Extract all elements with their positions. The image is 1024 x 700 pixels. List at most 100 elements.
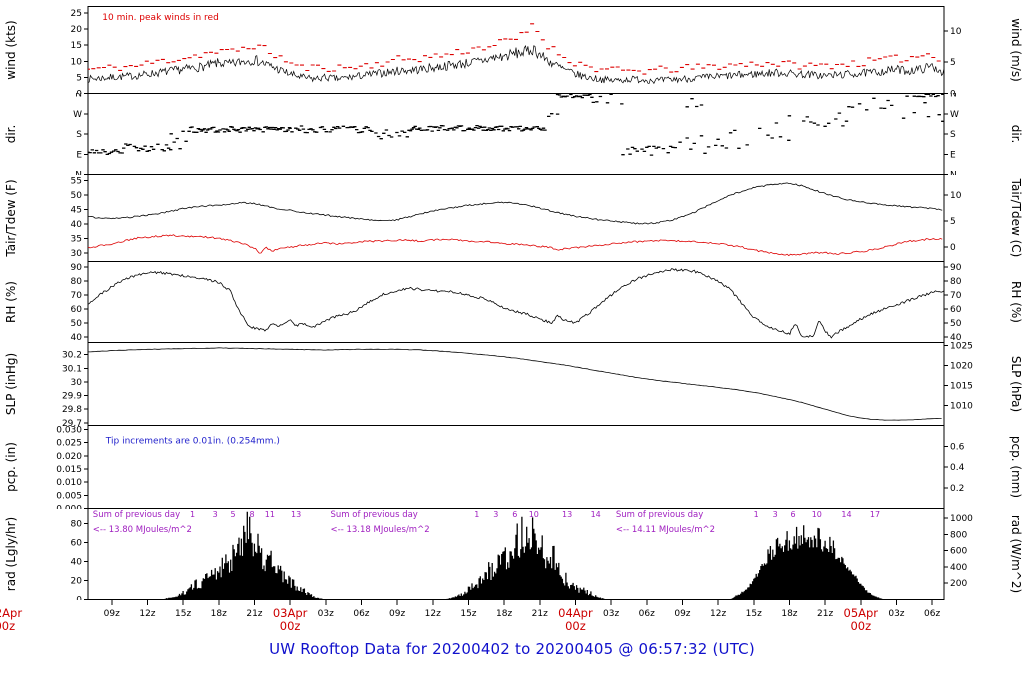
x-tick-label: 09z (674, 609, 690, 619)
day-label: 00z (565, 619, 586, 633)
x-tick-label: 15z (746, 609, 762, 619)
x-tick-label: 21z (817, 609, 833, 619)
axis-label-right-rh: RH (%) (1009, 281, 1023, 323)
panel-rh: 40 50 60 70 80 90 40 50 60 70 80 90 RH (%) RH (%) (4, 261, 1023, 343)
annotation: 6 (790, 510, 795, 519)
x-tick-label: 18z (781, 609, 797, 619)
x-tick-label: 21z (246, 609, 262, 619)
y-tick-label: W (73, 110, 82, 120)
y-tick-label: 80 (950, 277, 962, 287)
y-tick-label: 29.8 (62, 405, 82, 415)
panels-container: 05101520250510wind (kts)wind (m/s)10 min… (0, 6, 1024, 600)
solar-radiation-day2 (445, 516, 606, 600)
y-tick-label: 0 (950, 243, 956, 253)
y-tick-label: 40 (950, 333, 962, 343)
sea-level-pressure (88, 347, 942, 421)
series-group (88, 182, 943, 257)
y-tick-label: 50 (71, 191, 83, 201)
annotation: Tip increments are 0.01in. (0.254mm.) (105, 437, 280, 447)
y-tick-label: 40 (71, 220, 83, 230)
y-tick-label: 1020 (950, 361, 973, 371)
annotation: 11 (265, 510, 275, 519)
y-tick-label: W (950, 110, 959, 120)
annotation: 14 (841, 510, 851, 519)
annotation: 17 (870, 510, 880, 519)
panel-wind: 0 5 10 15 20 25 0 5 10 wind (kts) wind (m/s) 10 min… (4, 6, 1023, 95)
x-tick-label: 03z (603, 609, 619, 619)
relative-humidity (88, 268, 944, 339)
day-label: 02Apr (0, 606, 22, 620)
y-tick-label: 15 (71, 41, 82, 51)
y-tick-label: 90 (950, 263, 962, 273)
y-tick-label: 25 (71, 9, 82, 19)
y-tick-label: E (76, 150, 82, 160)
panel-border (87, 93, 945, 175)
dewpoint-temperature (88, 234, 943, 257)
y-tick-label: 5 (76, 73, 82, 83)
y-tick-label: 0.2 (950, 484, 964, 494)
annotation: 1 (474, 510, 479, 519)
x-tick-label: 12z (425, 609, 441, 619)
annotation: 10 min. peak winds in red (102, 13, 219, 23)
panel-border (87, 174, 945, 262)
day-label: 00z (0, 619, 15, 633)
y-tick-label: 1010 (950, 402, 973, 412)
y-tick-label: 1000 (950, 514, 973, 524)
x-tick-label: 12z (710, 609, 726, 619)
axis-label-right-rad: rad (W/m^2) (1009, 515, 1023, 593)
y-tick-label: 200 (950, 579, 967, 589)
y-tick-label: S (950, 130, 956, 140)
y-tick-label: 10 (71, 57, 83, 67)
annotation: 3 (213, 510, 218, 519)
annotation: 10 (529, 510, 539, 519)
x-tick-label: 09z (389, 609, 405, 619)
day-label: 05Apr (844, 606, 879, 620)
air-temperature (88, 182, 943, 225)
y-tick-label: 0 (76, 90, 82, 95)
y-tick-label: 40 (71, 333, 83, 343)
y-tick-label: 0.030 (56, 425, 82, 435)
y-tick-label: 60 (950, 305, 962, 315)
y-tick-label: N (75, 171, 82, 176)
y-tick-label: 70 (71, 291, 83, 301)
x-tick-label: 18z (211, 609, 227, 619)
y-tick-label: 10 (950, 27, 962, 37)
panel-temp: 30 35 40 45 50 55 0 5 10 Tair/Tdew (F) Tair/Tdew (… (4, 174, 1023, 262)
y-tick-label: 40 (71, 558, 83, 568)
panel-rad: 0 20 40 60 80 200 400 600 800 1000 rad (Lgly/hr) ra… (4, 508, 1023, 601)
y-tick-label: 5 (950, 58, 956, 68)
y-tick-label: N (950, 171, 957, 176)
series-group (88, 23, 944, 85)
annotation: 1 (754, 510, 759, 519)
x-axis: 09z 12z 15z 18z 21z 03z 06z 09z 12z 15z 18z 21z 03z 0… (0, 600, 940, 633)
y-tick-label: 1025 (950, 342, 973, 351)
wind-peak-10min (88, 23, 941, 75)
x-tick-label: 03z (318, 609, 334, 619)
series-group (88, 268, 944, 339)
series-group (162, 511, 885, 600)
series-group (88, 347, 942, 421)
y-tick-label: 60 (71, 539, 83, 549)
x-tick-label: 06z (353, 609, 369, 619)
day-label: 00z (850, 619, 871, 633)
annotation: Sum of previous day (616, 510, 703, 520)
axis-label-right-slp: SLP (hPa) (1009, 356, 1023, 412)
axis-label-left-slp: SLP (inHg) (4, 353, 18, 415)
y-tick-label: 0 (76, 596, 82, 601)
y-tick-label: 20 (71, 25, 83, 35)
y-tick-label: 0.005 (56, 491, 82, 501)
y-tick-label: 80 (71, 277, 83, 287)
y-tick-label: 1015 (950, 381, 973, 391)
y-tick-label: S (76, 130, 82, 140)
day-label: 00z (280, 619, 301, 633)
annotation: 3 (773, 510, 778, 519)
y-tick-label: E (950, 150, 956, 160)
chart-title: UW Rooftop Data for 20200402 to 20200405… (269, 640, 755, 658)
annotation: 3 (493, 510, 498, 519)
y-tick-label: 0.015 (56, 465, 82, 475)
annotation: <-- 13.18 MJoules/m^2 (331, 525, 430, 535)
axis-label-left-rh: RH (%) (4, 281, 18, 323)
x-tick-label: 03z (888, 609, 904, 619)
x-tick-label: 09z (104, 609, 120, 619)
panel-dir: NESWNNESWNdir.dir. (4, 93, 1023, 176)
